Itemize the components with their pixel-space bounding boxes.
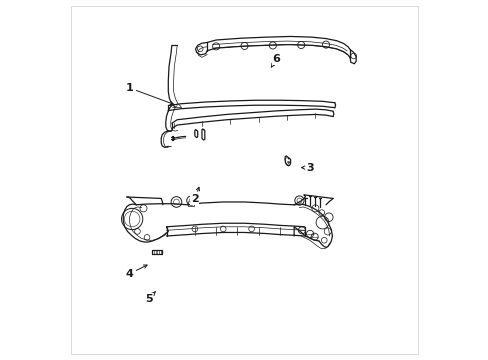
Text: 5: 5	[144, 292, 155, 304]
Text: 3: 3	[301, 163, 313, 172]
Text: 4: 4	[125, 265, 147, 279]
Text: 6: 6	[270, 54, 280, 67]
Text: 2: 2	[191, 187, 199, 204]
Text: 1: 1	[125, 83, 173, 105]
